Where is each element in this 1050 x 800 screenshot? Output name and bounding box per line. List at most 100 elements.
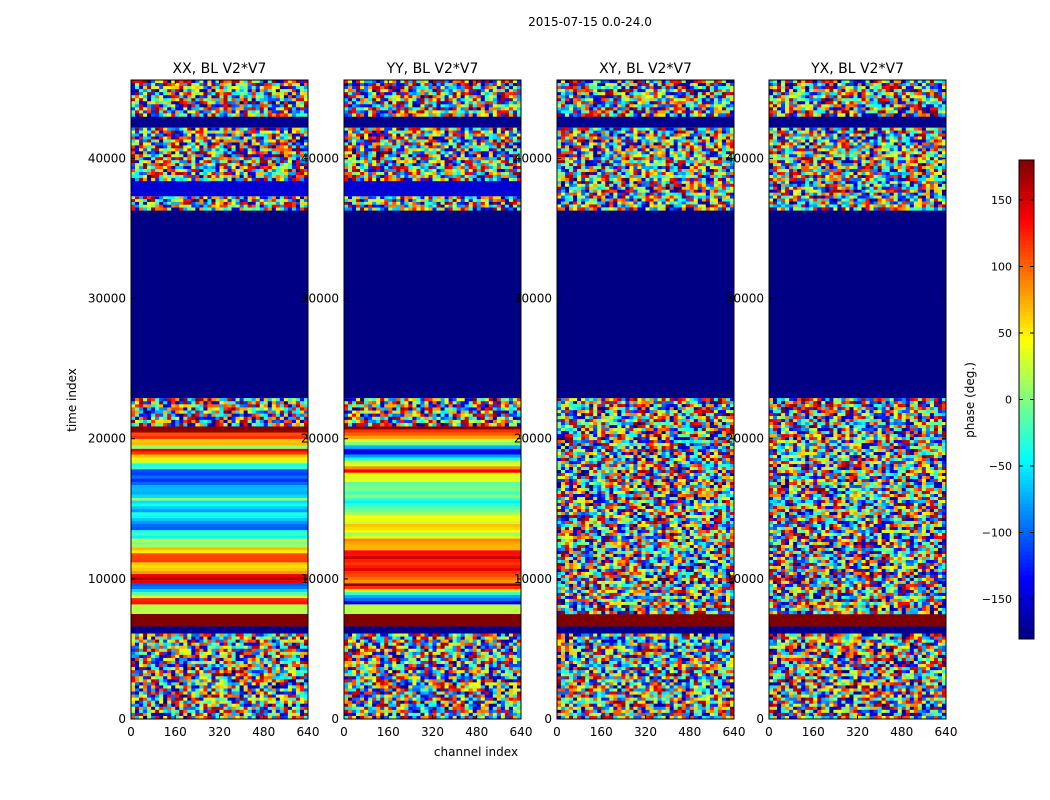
y-tick-label: 0: [544, 712, 552, 726]
panel-title: YY, BL V2*V7: [386, 61, 479, 77]
band-gradient: [344, 448, 521, 473]
colorbar-segment: [1019, 287, 1034, 293]
band-solid: [557, 626, 734, 634]
colorbar-segment: [1019, 199, 1034, 205]
colorbar-segment: [1019, 251, 1034, 257]
colorbar-tick-label: −100: [982, 527, 1012, 540]
colorbar-segment: [1019, 611, 1034, 616]
colorbar-segment: [1019, 223, 1034, 229]
colorbar-segment: [1019, 423, 1034, 428]
colorbar-tick-label: −50: [989, 460, 1012, 473]
colorbar-segment: [1019, 487, 1034, 492]
band-noise: [769, 633, 946, 719]
y-tick-label: 10000: [726, 572, 764, 586]
colorbar-segment: [1019, 575, 1034, 580]
y-tick-label: 30000: [88, 292, 126, 306]
colorbar-segment: [1019, 299, 1034, 305]
colorbar-segment: [1019, 515, 1034, 520]
band-solid: [769, 613, 946, 627]
colorbar-segment: [1019, 347, 1034, 352]
colorbar-segment: [1019, 635, 1034, 640]
x-tick-label: 160: [164, 725, 187, 739]
colorbar-segment: [1019, 627, 1034, 632]
colorbar-tick-label: 150: [991, 194, 1012, 207]
colorbar-segment: [1019, 271, 1034, 277]
colorbar-segment: [1019, 631, 1034, 636]
colorbar-segment: [1019, 495, 1034, 500]
colorbar-segment: [1019, 579, 1034, 584]
y-axis-label: time index: [65, 368, 79, 432]
x-tick-label: 320: [634, 725, 657, 739]
band-noise: [344, 398, 521, 427]
colorbar-segment: [1019, 567, 1034, 572]
band-gradient: [344, 426, 521, 449]
colorbar-segment: [1019, 263, 1034, 269]
y-tick-label: 0: [331, 712, 339, 726]
x-tick-label: 320: [421, 725, 444, 739]
colorbar-segment: [1019, 327, 1034, 333]
band-solid: [131, 210, 308, 399]
colorbar-segment: [1019, 483, 1034, 488]
band-solid: [344, 604, 521, 614]
y-tick-label: 0: [118, 712, 126, 726]
y-tick-label: 20000: [301, 432, 339, 446]
colorbar-segment: [1019, 555, 1034, 560]
colorbar-segment: [1019, 247, 1034, 253]
colorbar-segment: [1019, 571, 1034, 576]
colorbar-segment: [1019, 179, 1034, 185]
x-tick-label: 640: [510, 725, 533, 739]
band-gradient: [131, 472, 308, 498]
colorbar-tick-label: 100: [991, 260, 1012, 273]
colorbar-segment: [1019, 607, 1034, 612]
colorbar-segment: [1019, 283, 1034, 289]
band-noise: [344, 633, 521, 719]
colorbar-segment: [1019, 311, 1034, 317]
colorbar-segment: [1019, 523, 1034, 528]
colorbar-tick-label: −150: [982, 593, 1012, 606]
colorbar-segment: [1019, 399, 1034, 404]
panel-1: XX, BL V2*V7 0 160 320 480 640 0 10000 20000 3000…: [88, 61, 320, 739]
colorbar-segment: [1019, 243, 1034, 249]
colorbar-segment: [1019, 207, 1034, 213]
y-tick-label: 0: [756, 712, 764, 726]
heatmap-image: [769, 80, 946, 719]
colorbar-segment: [1019, 191, 1034, 197]
x-tick-label: 640: [935, 725, 958, 739]
colorbar-segment: [1019, 591, 1034, 596]
band-solid: [557, 116, 734, 128]
band-noise: [131, 80, 308, 117]
colorbar-segment: [1019, 479, 1034, 484]
colorbar-segment: [1019, 427, 1034, 432]
colorbar-segment: [1019, 543, 1034, 548]
colorbar-segment: [1019, 215, 1034, 221]
x-tick-label: 640: [723, 725, 746, 739]
colorbar-segment: [1019, 343, 1034, 349]
band-solid: [557, 210, 734, 399]
band-noise: [131, 398, 308, 427]
band-solid: [131, 604, 308, 614]
figure-title: 2015-07-15 0.0-24.0: [528, 15, 652, 29]
colorbar-segment: [1019, 563, 1034, 568]
colorbar-segment: [1019, 391, 1034, 396]
colorbar-segment: [1019, 623, 1034, 628]
band-gradient: [131, 426, 308, 449]
colorbar-segment: [1019, 395, 1034, 400]
colorbar-segment: [1019, 507, 1034, 512]
x-tick-label: 0: [553, 725, 561, 739]
colorbar-segment: [1019, 587, 1034, 592]
colorbar-segment: [1019, 379, 1034, 384]
colorbar-segment: [1019, 415, 1034, 420]
colorbar-segment: [1019, 599, 1034, 604]
band-solid: [769, 210, 946, 399]
colorbar-segment: [1019, 431, 1034, 436]
colorbar-segment: [1019, 383, 1034, 388]
colorbar-segment: [1019, 411, 1034, 416]
band-gradient: [344, 562, 521, 584]
y-tick-label: 10000: [88, 572, 126, 586]
colorbar-segment: [1019, 307, 1034, 313]
panel-title: XY, BL V2*V7: [599, 61, 692, 77]
x-tick-label: 160: [802, 725, 825, 739]
heatmap-image: [557, 80, 734, 719]
band-noise: [769, 127, 946, 182]
colorbar-segment: [1019, 363, 1034, 368]
